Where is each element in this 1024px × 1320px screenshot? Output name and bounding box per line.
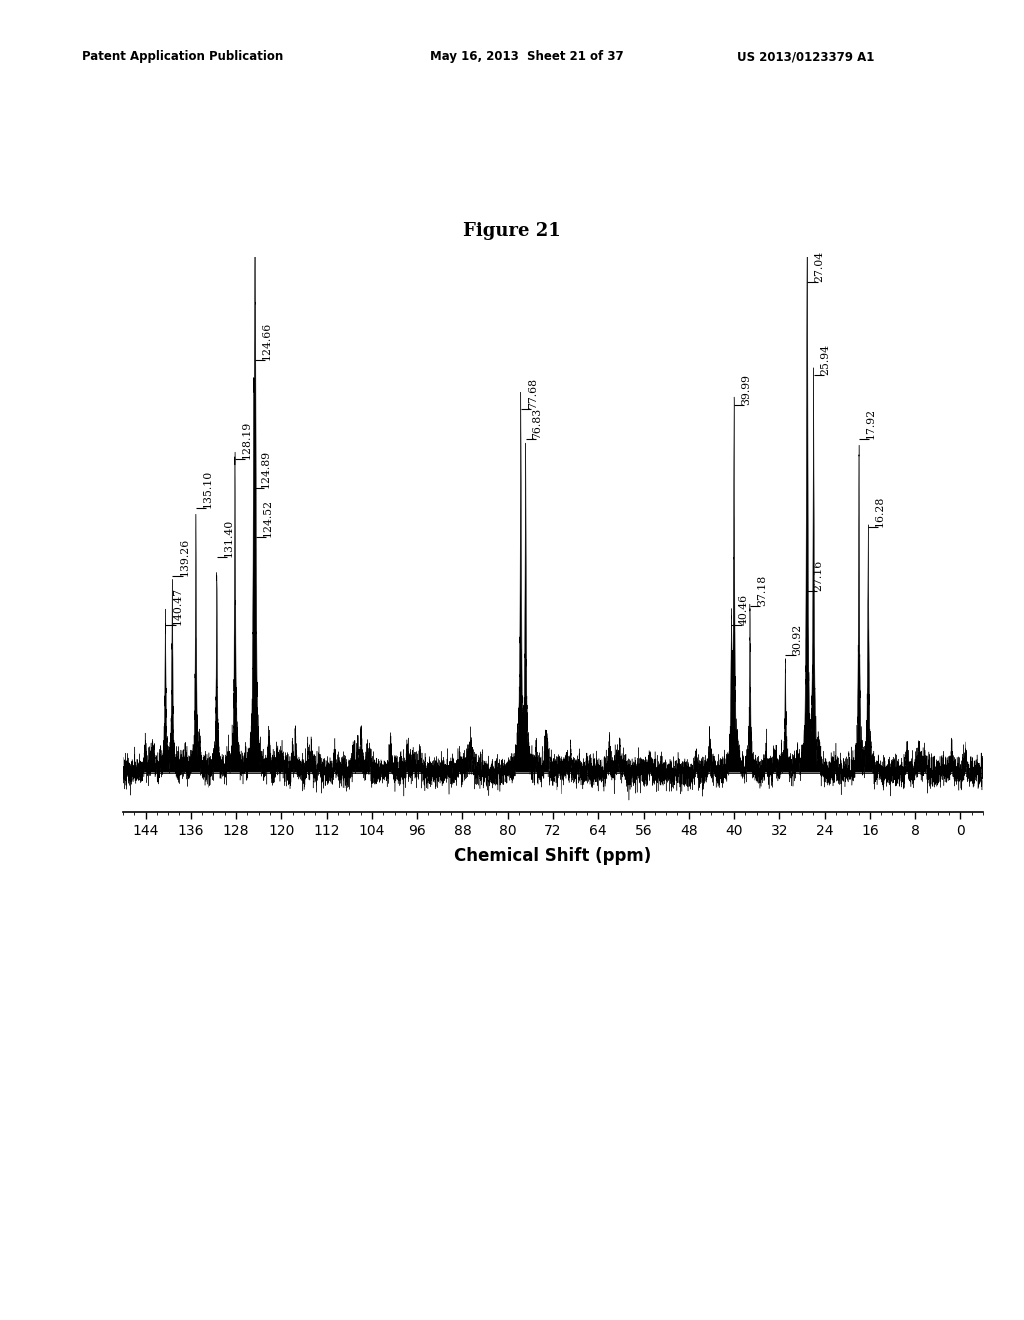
Text: 128.19: 128.19 (242, 420, 252, 458)
Text: 30.92: 30.92 (793, 623, 803, 655)
Text: Figure 21: Figure 21 (463, 222, 561, 240)
Text: 140.47: 140.47 (172, 587, 182, 626)
Text: 27.16: 27.16 (814, 560, 823, 591)
Text: 25.94: 25.94 (820, 345, 830, 375)
Text: 37.18: 37.18 (757, 574, 767, 606)
Text: 27.04: 27.04 (814, 251, 824, 282)
Text: 16.28: 16.28 (876, 496, 885, 527)
Text: 39.99: 39.99 (741, 374, 751, 405)
Text: 135.10: 135.10 (203, 470, 213, 508)
Text: US 2013/0123379 A1: US 2013/0123379 A1 (737, 50, 874, 63)
Text: 40.46: 40.46 (738, 594, 749, 626)
X-axis label: Chemical Shift (ppm): Chemical Shift (ppm) (455, 846, 651, 865)
Text: 124.52: 124.52 (262, 499, 272, 537)
Text: Patent Application Publication: Patent Application Publication (82, 50, 284, 63)
Text: 139.26: 139.26 (179, 539, 189, 577)
Text: 131.40: 131.40 (223, 519, 233, 557)
Text: 77.68: 77.68 (527, 379, 538, 409)
Text: 17.92: 17.92 (866, 408, 876, 440)
Text: 124.66: 124.66 (262, 322, 271, 360)
Text: May 16, 2013  Sheet 21 of 37: May 16, 2013 Sheet 21 of 37 (430, 50, 624, 63)
Text: 124.89: 124.89 (260, 450, 270, 488)
Text: 76.83: 76.83 (532, 408, 543, 440)
